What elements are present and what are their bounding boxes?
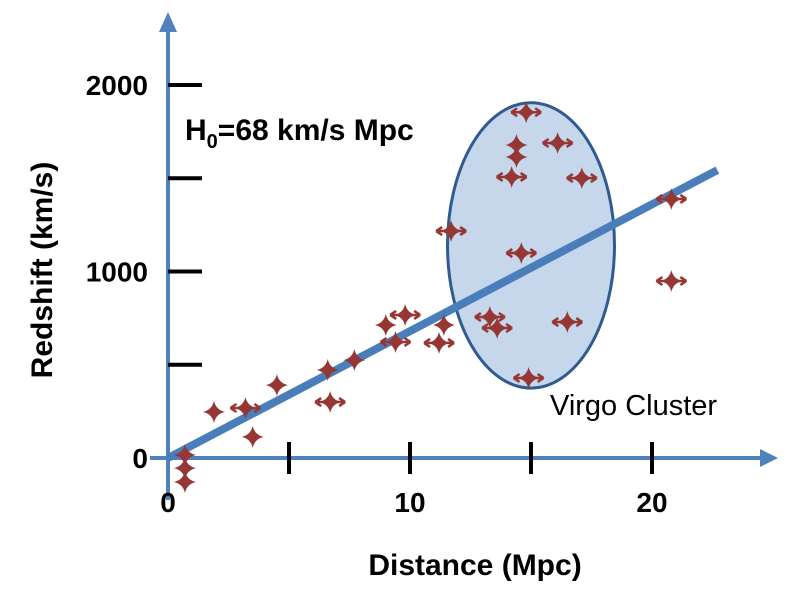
data-point: [265, 374, 288, 397]
data-point: [202, 400, 225, 423]
error-bar: [435, 225, 467, 237]
point-marker: [432, 314, 455, 337]
y-axis-title: Redshift (km/s): [26, 162, 59, 379]
error-bar: [566, 173, 598, 184]
x-tick-label: 10: [394, 487, 425, 518]
data-point: [551, 311, 583, 334]
error-bar: [379, 336, 412, 348]
error-bar: [481, 322, 513, 334]
error-bar: [655, 193, 688, 204]
point-marker: [241, 425, 264, 448]
data-point: [173, 457, 196, 480]
data-point: [474, 306, 506, 329]
y-tick-label: 1000: [86, 257, 148, 288]
error-bar: [229, 402, 262, 414]
x-axis-arrow: [760, 449, 778, 467]
data-point: [655, 187, 688, 210]
error-bar: [505, 247, 538, 259]
data-point: [432, 314, 455, 337]
data-point: [505, 145, 528, 168]
point-marker: [173, 444, 196, 467]
data-point: [423, 331, 455, 354]
error-bar: [541, 137, 574, 149]
virgo-cluster-label: Virgo Cluster: [550, 390, 717, 422]
data-point: [541, 132, 574, 155]
x-axis-title: Distance (Mpc): [368, 549, 581, 582]
data-point: [314, 391, 346, 414]
point-marker: [202, 400, 225, 423]
error-bar: [495, 171, 528, 182]
error-bar: [423, 337, 455, 348]
data-point: [505, 242, 538, 265]
data-point: [655, 270, 688, 293]
error-bar: [314, 397, 346, 408]
data-point: [173, 444, 196, 467]
y-tick-label: 0: [132, 443, 148, 474]
data-point: [229, 397, 262, 420]
point-marker: [173, 471, 196, 494]
point-marker: [505, 145, 528, 168]
data-point: [389, 303, 421, 326]
error-bar: [551, 317, 583, 328]
x-tick-label: 0: [160, 487, 176, 518]
x-tick-label: 20: [636, 487, 667, 518]
data-point: [435, 220, 467, 243]
data-point: [566, 167, 598, 190]
point-marker: [505, 134, 528, 157]
data-point: [512, 366, 545, 389]
point-marker: [374, 314, 397, 337]
error-bar: [474, 311, 506, 323]
point-marker: [265, 374, 288, 397]
point-marker: [343, 349, 366, 372]
error-bar: [510, 107, 542, 118]
data-point: [510, 101, 542, 124]
y-axis-arrow: [159, 12, 177, 32]
error-bar: [512, 372, 545, 384]
data-point: [374, 314, 397, 337]
point-marker: [316, 358, 339, 381]
data-point: [343, 349, 366, 372]
virgo-cluster-ellipse: [446, 101, 616, 390]
point-marker: [173, 457, 196, 480]
data-point: [505, 134, 528, 157]
data-point: [173, 471, 196, 494]
data-point: [481, 317, 513, 340]
data-point: [495, 165, 528, 188]
h0-annotation: H0=68 km/s Mpc: [185, 114, 414, 153]
data-point: [316, 358, 339, 381]
error-bar: [655, 275, 688, 287]
data-point: [379, 330, 412, 353]
error-bar: [389, 309, 421, 320]
y-tick-label: 2000: [86, 70, 148, 101]
data-point: [241, 425, 264, 448]
